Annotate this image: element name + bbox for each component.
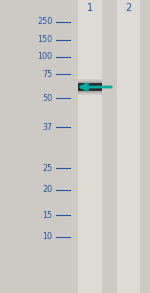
Text: 2: 2 <box>125 3 131 13</box>
Text: 20: 20 <box>42 185 52 194</box>
Text: 100: 100 <box>38 52 52 61</box>
Text: 37: 37 <box>42 123 52 132</box>
Bar <box>78 0 102 293</box>
Text: 250: 250 <box>37 18 52 26</box>
Text: 1: 1 <box>87 3 93 13</box>
Text: 25: 25 <box>42 164 52 173</box>
Bar <box>117 0 140 293</box>
Bar <box>78 83 102 91</box>
Bar <box>78 79 102 95</box>
Bar <box>78 81 102 93</box>
Text: 75: 75 <box>42 70 52 79</box>
Text: 10: 10 <box>42 232 52 241</box>
Text: 50: 50 <box>42 94 52 103</box>
Text: 150: 150 <box>37 35 52 44</box>
Text: 15: 15 <box>42 211 52 220</box>
